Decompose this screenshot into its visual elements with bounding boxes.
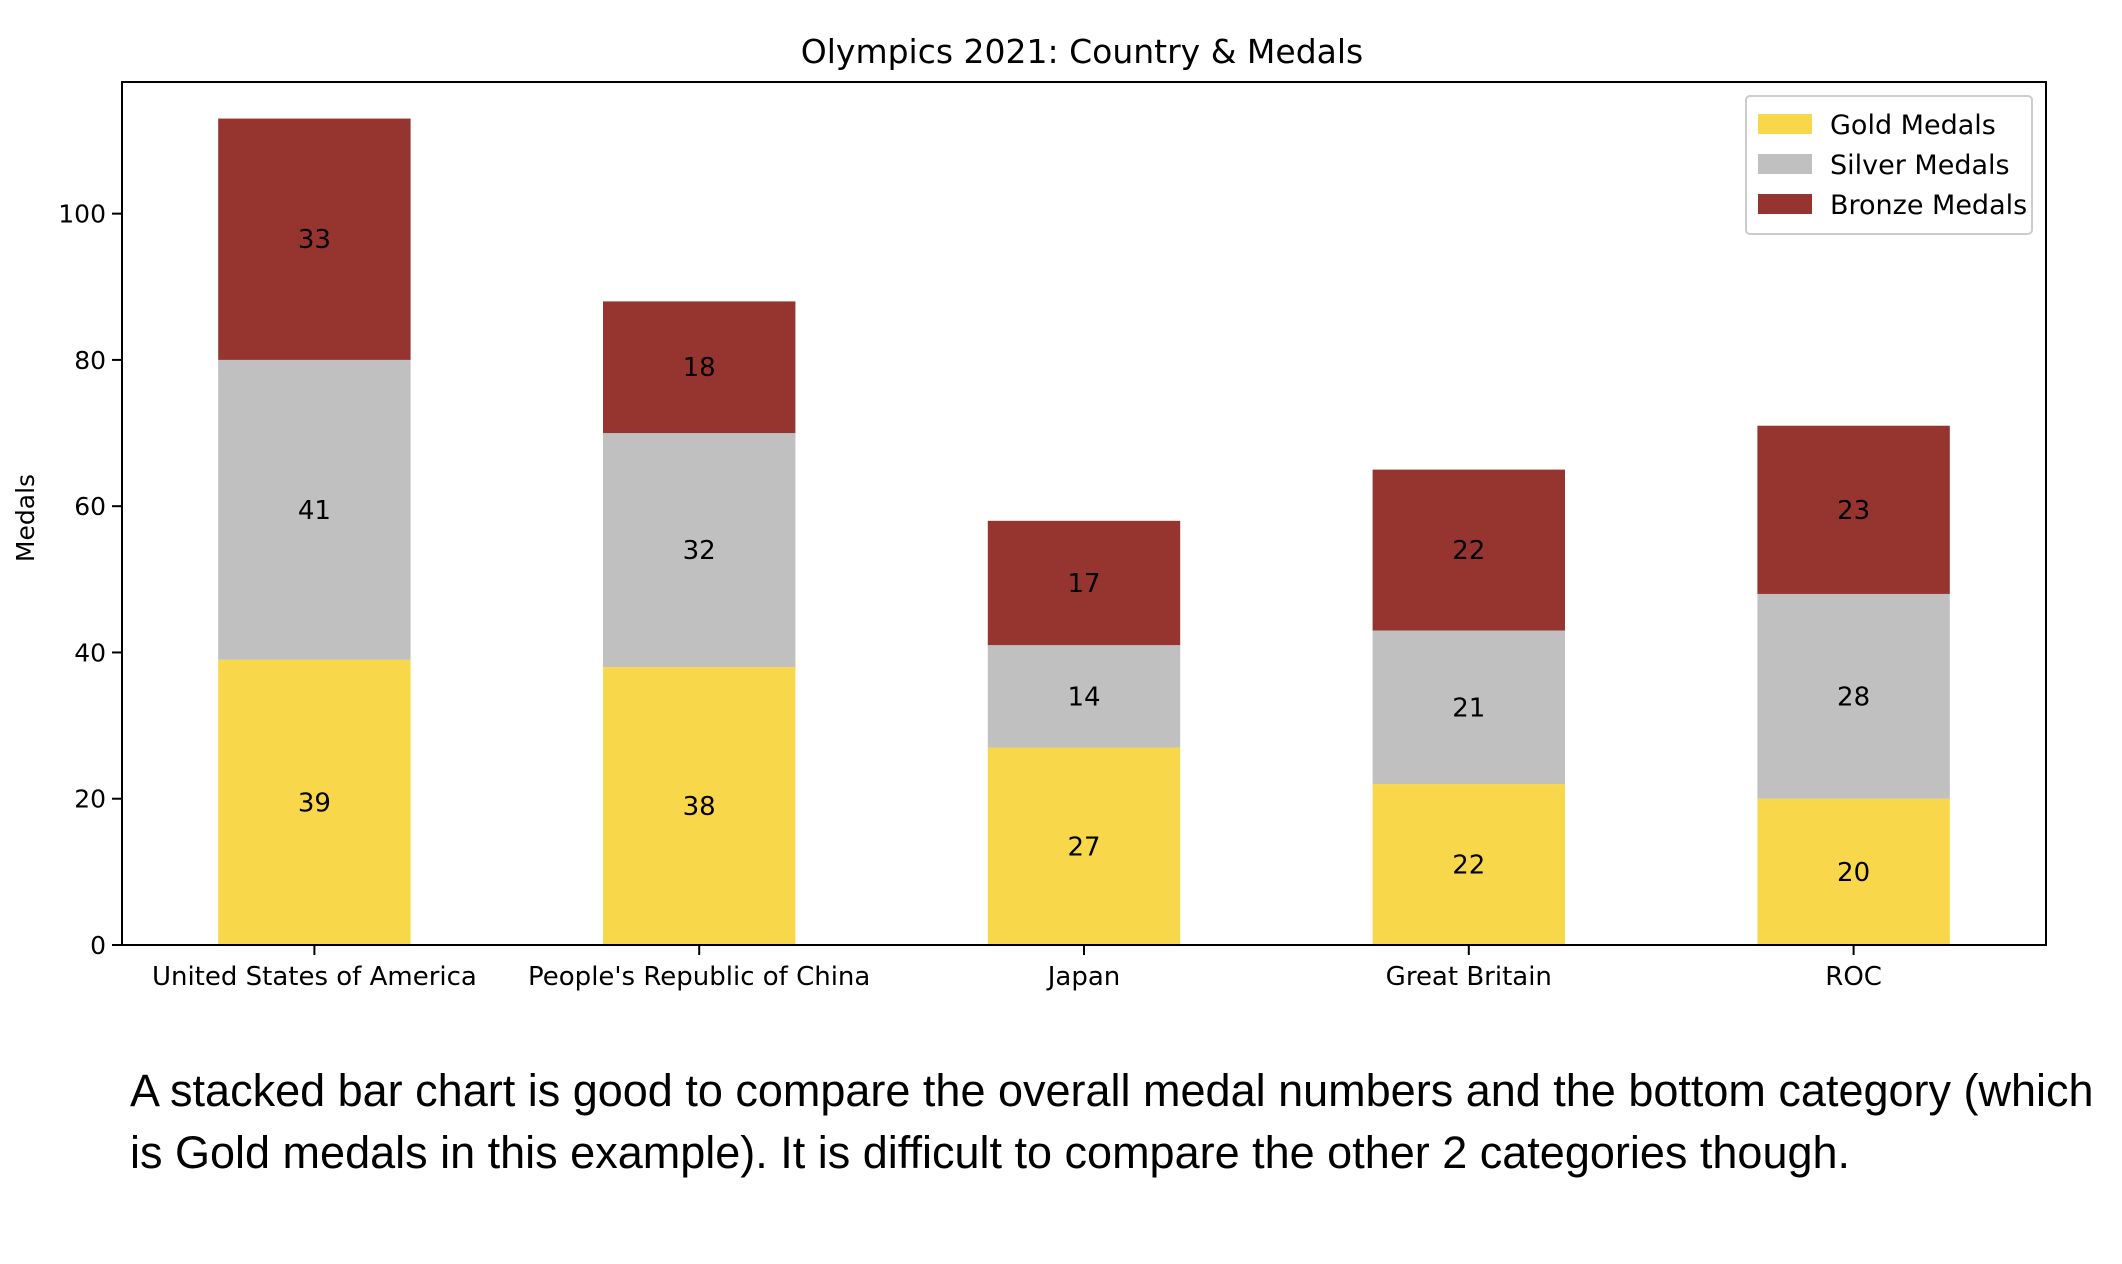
legend-box <box>1745 95 2033 235</box>
legend-swatch <box>1758 154 1812 174</box>
x-tick-label: People's Republic of China <box>528 962 870 992</box>
bar-value-label: 41 <box>298 496 331 526</box>
bar-silver-medals-1 <box>603 433 796 668</box>
bar-value-label: 23 <box>1837 496 1870 526</box>
bar-value-label: 17 <box>1067 569 1100 599</box>
bar-bronze-medals-0 <box>218 118 411 360</box>
y-axis: 0 20 40 60 80 100 <box>58 200 122 960</box>
y-tick-label: 100 <box>58 200 106 229</box>
bar-value-label: 28 <box>1837 682 1870 712</box>
bar-value-label: 32 <box>683 536 716 566</box>
bar-silver-medals-2 <box>987 645 1181 748</box>
bar-bronze-medals-3 <box>1372 469 1565 631</box>
bar-value-label: 14 <box>1067 682 1100 712</box>
legend-swatch <box>1758 114 1812 134</box>
bar-value-label: 18 <box>683 353 716 383</box>
bar-value-label: 33 <box>298 225 331 255</box>
bar-value-label: 22 <box>1452 536 1485 566</box>
x-tick-label: United States of America <box>152 962 477 992</box>
bar-gold-medals-3 <box>1372 784 1565 945</box>
bar-value-label: 27 <box>1067 832 1100 862</box>
legend-label: Bronze Medals <box>1830 190 2027 221</box>
bar-gold-medals-1 <box>603 667 796 945</box>
y-tick-label: 60 <box>74 492 106 521</box>
legend: Gold Medals Silver Medals Bronze Medals <box>1745 95 2033 235</box>
bar-bronze-medals-1 <box>603 301 796 434</box>
y-tick-label: 40 <box>74 638 106 667</box>
bar-bronze-medals-2 <box>987 520 1181 646</box>
legend-label: Silver Medals <box>1830 150 2010 181</box>
y-tick-label: 0 <box>90 931 106 960</box>
bar-silver-medals-4 <box>1757 593 1950 799</box>
bar-gold-medals-2 <box>987 747 1181 945</box>
bar-value-label: 39 <box>298 788 331 818</box>
caption-text: A stacked bar chart is good to compare t… <box>130 1065 2094 1178</box>
y-tick-label: 20 <box>74 785 106 814</box>
bar-silver-medals-0 <box>218 359 411 660</box>
bar-gold-medals-0 <box>218 659 411 945</box>
bar-value-label: 20 <box>1837 858 1870 888</box>
plot-frame <box>121 81 2047 946</box>
legend-label: Gold Medals <box>1830 110 1996 141</box>
stacked-bar-chart: Olympics 2021: Country & Medals Medals 3… <box>11 32 2047 992</box>
x-axis: United States of America People's Republi… <box>152 945 1882 992</box>
y-tick-label: 80 <box>74 346 106 375</box>
bar-bronze-medals-4 <box>1757 425 1950 594</box>
x-tick-label: ROC <box>1825 962 1882 992</box>
bar-value-label: 38 <box>683 792 716 822</box>
bars-group: 39 41 33 38 32 18 27 14 17 22 21 22 20 28 23 <box>218 118 1950 945</box>
x-tick-label: Japan <box>1046 962 1121 992</box>
chart-title: Olympics 2021: Country & Medals <box>801 32 1363 71</box>
bar-value-label: 22 <box>1452 851 1485 881</box>
x-tick-label: Great Britain <box>1386 962 1552 992</box>
bar-silver-medals-3 <box>1372 630 1565 785</box>
legend-swatch <box>1758 194 1812 214</box>
bar-value-label: 21 <box>1452 693 1485 723</box>
bar-gold-medals-4 <box>1757 798 1950 945</box>
y-axis-label: Medals <box>11 474 40 562</box>
